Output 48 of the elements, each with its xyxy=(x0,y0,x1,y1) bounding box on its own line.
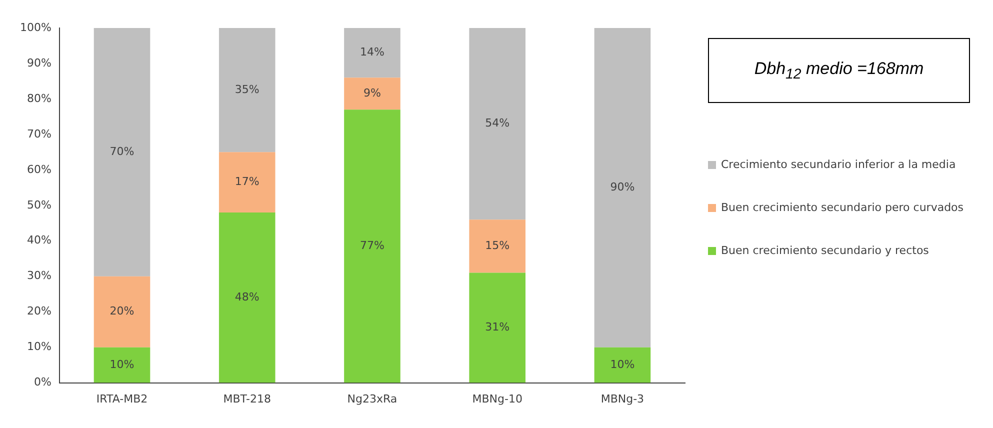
bar xyxy=(344,28,400,78)
y-tick-label: 10% xyxy=(26,340,52,354)
text: Dbh$_{12}$ medio =168mm xyxy=(708,38,970,104)
x-tick-label: MBNg-3 xyxy=(600,392,644,406)
bar xyxy=(469,28,526,220)
data-label: 17% xyxy=(234,175,260,188)
data-label: 9% xyxy=(363,86,381,100)
bar xyxy=(94,28,150,276)
data-label: 54% xyxy=(485,116,510,130)
bar xyxy=(469,272,526,383)
bar xyxy=(94,347,150,383)
data-label: 20% xyxy=(110,304,134,318)
y-tick-label: 50% xyxy=(26,198,52,212)
bar xyxy=(594,28,651,348)
legend-label: Buen crecimiento secundario pero curvados xyxy=(721,201,964,214)
y-tick-label: 0% xyxy=(34,376,52,389)
bar xyxy=(344,78,400,110)
x-tick-label: MBNg-10 xyxy=(472,392,522,406)
data-label: 10% xyxy=(110,358,134,371)
data-label: 70% xyxy=(110,145,134,158)
bar xyxy=(94,276,150,348)
y-tick-label: 100% xyxy=(20,20,52,34)
x-tick-label: IRTA-MB2 xyxy=(96,392,148,406)
data-label: 15% xyxy=(485,239,510,252)
data-label: 90% xyxy=(610,180,635,194)
bar xyxy=(218,152,276,212)
data-label: 77% xyxy=(360,239,384,252)
legend-label: Buen crecimiento secundario y rectos xyxy=(721,244,929,257)
y-tick-label: 20% xyxy=(26,304,52,318)
bar xyxy=(344,110,400,383)
data-label: 31% xyxy=(485,320,510,334)
data-label: 48% xyxy=(234,290,260,304)
data-label: 10% xyxy=(610,358,635,371)
y-tick-label: 40% xyxy=(26,234,52,247)
legend-label: Crecimiento secundario inferior a la media xyxy=(721,158,956,171)
bar xyxy=(218,28,276,152)
y-tick-label: 60% xyxy=(26,162,52,176)
x-tick-label: Ng23xRa xyxy=(347,392,398,406)
y-tick-label: 80% xyxy=(26,92,52,105)
data-label: 14% xyxy=(360,46,384,59)
bar xyxy=(218,212,276,383)
x-tick-label: MBT-218 xyxy=(223,392,271,406)
data-label: 35% xyxy=(234,82,260,96)
y-tick-label: 90% xyxy=(26,56,52,70)
y-tick-label: 70% xyxy=(26,127,52,140)
y-tick-label: 30% xyxy=(26,269,52,282)
bar xyxy=(594,347,651,383)
bar xyxy=(469,220,526,273)
